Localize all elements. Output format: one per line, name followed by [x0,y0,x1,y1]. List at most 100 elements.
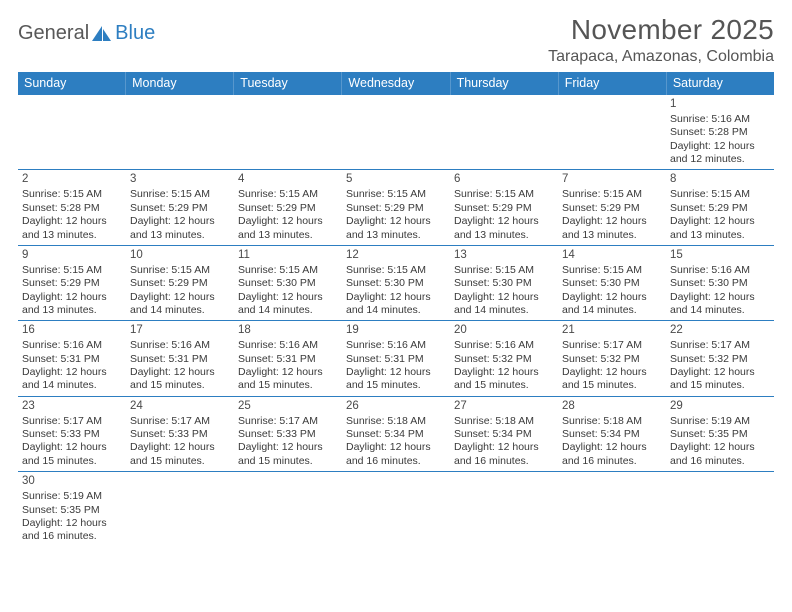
daylight-line: Daylight: 12 hours and 13 minutes. [238,215,338,242]
daylight-line: Daylight: 12 hours and 15 minutes. [130,366,230,393]
day-number: 1 [670,97,770,112]
day-number: 4 [238,172,338,187]
day-number: 21 [562,323,662,338]
day-number: 30 [22,474,122,489]
day-cell: 1Sunrise: 5:16 AMSunset: 5:28 PMDaylight… [666,95,774,169]
empty-cell [342,95,450,169]
day-number: 13 [454,248,554,263]
day-number: 2 [22,172,122,187]
empty-cell [18,95,126,169]
sunrise-line: Sunrise: 5:15 AM [562,264,662,277]
daylight-line: Daylight: 12 hours and 14 minutes. [454,291,554,318]
sunset-line: Sunset: 5:32 PM [670,353,770,366]
empty-cell [234,95,342,169]
daylight-line: Daylight: 12 hours and 15 minutes. [670,366,770,393]
logo: General Blue [18,22,155,45]
logo-text-blue: Blue [115,22,155,45]
sunset-line: Sunset: 5:32 PM [454,353,554,366]
day-cell: 17Sunrise: 5:16 AMSunset: 5:31 PMDayligh… [126,321,234,395]
sunrise-line: Sunrise: 5:15 AM [346,188,446,201]
day-cell: 20Sunrise: 5:16 AMSunset: 5:32 PMDayligh… [450,321,558,395]
sunset-line: Sunset: 5:33 PM [22,428,122,441]
sunset-line: Sunset: 5:29 PM [670,202,770,215]
sunrise-line: Sunrise: 5:18 AM [346,415,446,428]
sunrise-line: Sunrise: 5:15 AM [346,264,446,277]
empty-cell [558,472,666,546]
sunset-line: Sunset: 5:29 PM [454,202,554,215]
sunrise-line: Sunrise: 5:15 AM [670,188,770,201]
sunset-line: Sunset: 5:28 PM [670,126,770,139]
empty-cell [450,472,558,546]
daylight-line: Daylight: 12 hours and 12 minutes. [670,140,770,167]
weekday-header: Saturday [667,72,774,95]
title-block: November 2025 Tarapaca, Amazonas, Colomb… [548,14,774,66]
daylight-line: Daylight: 12 hours and 13 minutes. [670,215,770,242]
sunrise-line: Sunrise: 5:15 AM [130,264,230,277]
day-cell: 7Sunrise: 5:15 AMSunset: 5:29 PMDaylight… [558,170,666,244]
daylight-line: Daylight: 12 hours and 14 minutes. [562,291,662,318]
daylight-line: Daylight: 12 hours and 15 minutes. [238,441,338,468]
daylight-line: Daylight: 12 hours and 13 minutes. [130,215,230,242]
day-number: 22 [670,323,770,338]
sunset-line: Sunset: 5:30 PM [346,277,446,290]
sunrise-line: Sunrise: 5:19 AM [670,415,770,428]
empty-cell [234,472,342,546]
daylight-line: Daylight: 12 hours and 15 minutes. [130,441,230,468]
day-cell: 6Sunrise: 5:15 AMSunset: 5:29 PMDaylight… [450,170,558,244]
daylight-line: Daylight: 12 hours and 16 minutes. [346,441,446,468]
day-cell: 12Sunrise: 5:15 AMSunset: 5:30 PMDayligh… [342,246,450,320]
day-number: 3 [130,172,230,187]
sunset-line: Sunset: 5:35 PM [670,428,770,441]
day-cell: 13Sunrise: 5:15 AMSunset: 5:30 PMDayligh… [450,246,558,320]
daylight-line: Daylight: 12 hours and 13 minutes. [22,291,122,318]
weekday-header: Tuesday [234,72,342,95]
sunrise-line: Sunrise: 5:16 AM [238,339,338,352]
sunset-line: Sunset: 5:30 PM [454,277,554,290]
sunset-line: Sunset: 5:33 PM [238,428,338,441]
day-cell: 22Sunrise: 5:17 AMSunset: 5:32 PMDayligh… [666,321,774,395]
sunset-line: Sunset: 5:32 PM [562,353,662,366]
sunset-line: Sunset: 5:31 PM [130,353,230,366]
day-number: 29 [670,399,770,414]
day-number: 6 [454,172,554,187]
sunset-line: Sunset: 5:29 PM [130,202,230,215]
daylight-line: Daylight: 12 hours and 15 minutes. [562,366,662,393]
sunrise-line: Sunrise: 5:17 AM [130,415,230,428]
day-number: 5 [346,172,446,187]
empty-cell [126,95,234,169]
day-cell: 19Sunrise: 5:16 AMSunset: 5:31 PMDayligh… [342,321,450,395]
sunrise-line: Sunrise: 5:17 AM [562,339,662,352]
day-cell: 11Sunrise: 5:15 AMSunset: 5:30 PMDayligh… [234,246,342,320]
logo-sail-icon [91,25,113,43]
weekday-header: Friday [559,72,667,95]
day-number: 10 [130,248,230,263]
day-number: 27 [454,399,554,414]
day-cell: 10Sunrise: 5:15 AMSunset: 5:29 PMDayligh… [126,246,234,320]
daylight-line: Daylight: 12 hours and 15 minutes. [346,366,446,393]
sunset-line: Sunset: 5:31 PM [346,353,446,366]
day-cell: 30Sunrise: 5:19 AMSunset: 5:35 PMDayligh… [18,472,126,546]
day-cell: 29Sunrise: 5:19 AMSunset: 5:35 PMDayligh… [666,397,774,471]
day-number: 14 [562,248,662,263]
day-cell: 21Sunrise: 5:17 AMSunset: 5:32 PMDayligh… [558,321,666,395]
sunrise-line: Sunrise: 5:15 AM [238,264,338,277]
day-number: 17 [130,323,230,338]
day-number: 8 [670,172,770,187]
day-number: 18 [238,323,338,338]
daylight-line: Daylight: 12 hours and 16 minutes. [454,441,554,468]
day-number: 24 [130,399,230,414]
calendar-row: 9Sunrise: 5:15 AMSunset: 5:29 PMDaylight… [18,246,774,321]
day-cell: 3Sunrise: 5:15 AMSunset: 5:29 PMDaylight… [126,170,234,244]
sunset-line: Sunset: 5:29 PM [238,202,338,215]
calendar-row: 1Sunrise: 5:16 AMSunset: 5:28 PMDaylight… [18,95,774,170]
calendar-row: 30Sunrise: 5:19 AMSunset: 5:35 PMDayligh… [18,472,774,546]
sunset-line: Sunset: 5:30 PM [562,277,662,290]
weekday-header-row: SundayMondayTuesdayWednesdayThursdayFrid… [18,72,774,95]
day-cell: 15Sunrise: 5:16 AMSunset: 5:30 PMDayligh… [666,246,774,320]
day-number: 11 [238,248,338,263]
day-number: 16 [22,323,122,338]
sunrise-line: Sunrise: 5:19 AM [22,490,122,503]
month-title: November 2025 [548,14,774,46]
sunrise-line: Sunrise: 5:18 AM [454,415,554,428]
header: General Blue November 2025 Tarapaca, Ama… [18,14,774,66]
